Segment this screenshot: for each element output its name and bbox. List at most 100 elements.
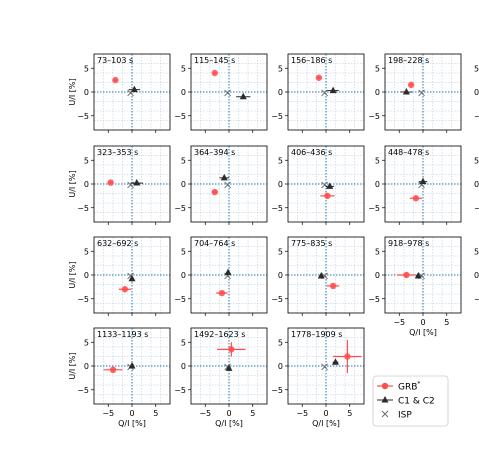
y-tick-label: 5 xyxy=(278,156,283,165)
y-tick-label: −5 xyxy=(77,112,89,121)
x-axis-label: Q/I [%] xyxy=(215,419,243,428)
y-tick-label: 0 xyxy=(181,180,186,189)
y-axis-label: U/I [%] xyxy=(68,78,77,105)
clipped-y-tick-label: − xyxy=(474,204,479,213)
y-tick-label: 5 xyxy=(375,64,380,73)
x-axis-label: Q/I [%] xyxy=(409,328,437,337)
y-tick-label: −5 xyxy=(271,295,283,304)
isp-marker xyxy=(224,89,231,97)
y-tick-label: −5 xyxy=(271,386,283,395)
y-tick-label: 5 xyxy=(278,247,283,256)
clipped-y-tick-label: 0 xyxy=(474,88,479,97)
grb-point xyxy=(324,192,331,200)
y-tick-label: −5 xyxy=(368,295,380,304)
panel-15: 1778–1909 s −5 0 5 −5 0 5 Q/I [%] xyxy=(271,327,365,428)
y-tick-label: 0 xyxy=(84,88,89,97)
grb-point xyxy=(315,74,323,81)
x-tick-label: −5 xyxy=(102,409,114,418)
panel-5: 323–353 s −5 0 5 U/I [%] xyxy=(68,145,171,225)
grb-point xyxy=(218,289,226,297)
isp-marker xyxy=(321,363,328,371)
y-tick-label: −5 xyxy=(77,204,89,213)
panel-label: 918–978 s xyxy=(388,239,429,248)
y-tick-label: 0 xyxy=(84,180,89,189)
panel-label: 115–145 s xyxy=(194,56,235,65)
y-tick-label: 0 xyxy=(278,180,283,189)
panel-label: 448–478 s xyxy=(388,148,429,157)
x-tick-label: 5 xyxy=(444,318,449,327)
panel-label: 364–394 s xyxy=(194,148,235,157)
c1c2-point xyxy=(419,177,427,185)
y-tick-label: 0 xyxy=(375,271,380,280)
c1c2-point xyxy=(130,85,138,93)
panel-11: 775–835 s −5 0 5 xyxy=(271,236,365,316)
panel-label: 1133–1193 s xyxy=(97,330,148,339)
panel-label: 775–835 s xyxy=(291,239,332,248)
grb-point xyxy=(211,188,218,196)
x-tick-label: 0 xyxy=(323,409,328,418)
y-tick-label: 5 xyxy=(181,247,186,256)
y-tick-label: −5 xyxy=(77,295,89,304)
clipped-y-tick-label: − xyxy=(474,112,479,121)
x-tick-label: 0 xyxy=(420,318,425,327)
c1c2-point xyxy=(224,268,232,276)
grb-point xyxy=(344,353,351,360)
x-tick-label: 5 xyxy=(250,409,255,418)
y-tick-label: 0 xyxy=(84,362,89,371)
x-tick-label: 0 xyxy=(226,409,231,418)
panel-label: 1778–1909 s xyxy=(291,330,342,339)
panel-1: 73–103 s −5 0 5 U/I [%] xyxy=(68,53,171,133)
y-tick-label: 0 xyxy=(181,271,186,280)
y-axis-label: U/I [%] xyxy=(68,261,77,288)
y-tick-label: 5 xyxy=(84,156,89,165)
y-tick-label: −5 xyxy=(174,295,186,304)
y-tick-label: −5 xyxy=(368,204,380,213)
c1c2-point xyxy=(239,92,247,100)
y-tick-label: −5 xyxy=(174,204,186,213)
panel-label: 156–186 s xyxy=(291,56,332,65)
legend-grb-marker xyxy=(381,382,389,390)
panel-3: 156–186 s −5 0 5 xyxy=(271,53,365,133)
panel-8: 448–478 s −5 0 5 xyxy=(368,145,462,225)
c1c2-point xyxy=(332,358,339,365)
x-tick-label: −5 xyxy=(296,409,308,418)
grb-point xyxy=(211,69,218,77)
y-tick-label: −5 xyxy=(77,386,89,395)
grb-point xyxy=(412,195,420,202)
panel-label: 1492–1623 s xyxy=(194,330,245,339)
x-tick-label: 5 xyxy=(153,409,158,418)
panel-label: 704–764 s xyxy=(194,239,235,248)
y-tick-label: 5 xyxy=(375,247,380,256)
y-tick-label: 5 xyxy=(181,156,186,165)
y-tick-label: 0 xyxy=(181,362,186,371)
y-tick-label: 0 xyxy=(181,88,186,97)
x-axis-label: Q/I [%] xyxy=(118,419,146,428)
y-tick-label: −5 xyxy=(368,112,380,121)
grb-point xyxy=(121,286,129,293)
panel-label: 632–692 s xyxy=(97,239,138,248)
x-tick-label: −5 xyxy=(199,409,211,418)
legend-label-c1c2: C1 & C2 xyxy=(398,397,435,407)
y-tick-label: 5 xyxy=(84,338,89,347)
clipped-y-tick-label: 5 xyxy=(474,156,479,165)
c1c2-point xyxy=(329,86,337,94)
y-tick-label: 5 xyxy=(278,64,283,73)
x-axis-label: Q/I [%] xyxy=(312,419,340,428)
panel-6: 364–394 s −5 0 5 xyxy=(174,145,268,225)
panel-label: 73–103 s xyxy=(97,56,133,65)
c1c2-point xyxy=(128,274,136,282)
panel-label: 406–436 s xyxy=(291,148,332,157)
c1c2-point xyxy=(128,362,136,369)
panel-10: 704–764 s −5 0 5 xyxy=(174,236,268,316)
y-tick-label: −5 xyxy=(271,204,283,213)
c1c2-point xyxy=(317,271,325,279)
legend-label-isp: ISP xyxy=(398,411,412,421)
grb-point xyxy=(109,366,117,373)
panel-4: 198–228 s −5 0 5 xyxy=(368,53,462,133)
panel-13: 1133–1193 s −5 0 5 −5 0 5 Q/I [%] U/I [%] xyxy=(68,327,171,428)
y-tick-label: −5 xyxy=(174,112,186,121)
x-tick-label: −5 xyxy=(393,318,405,327)
y-tick-label: 5 xyxy=(84,247,89,256)
grb-point xyxy=(329,282,337,290)
